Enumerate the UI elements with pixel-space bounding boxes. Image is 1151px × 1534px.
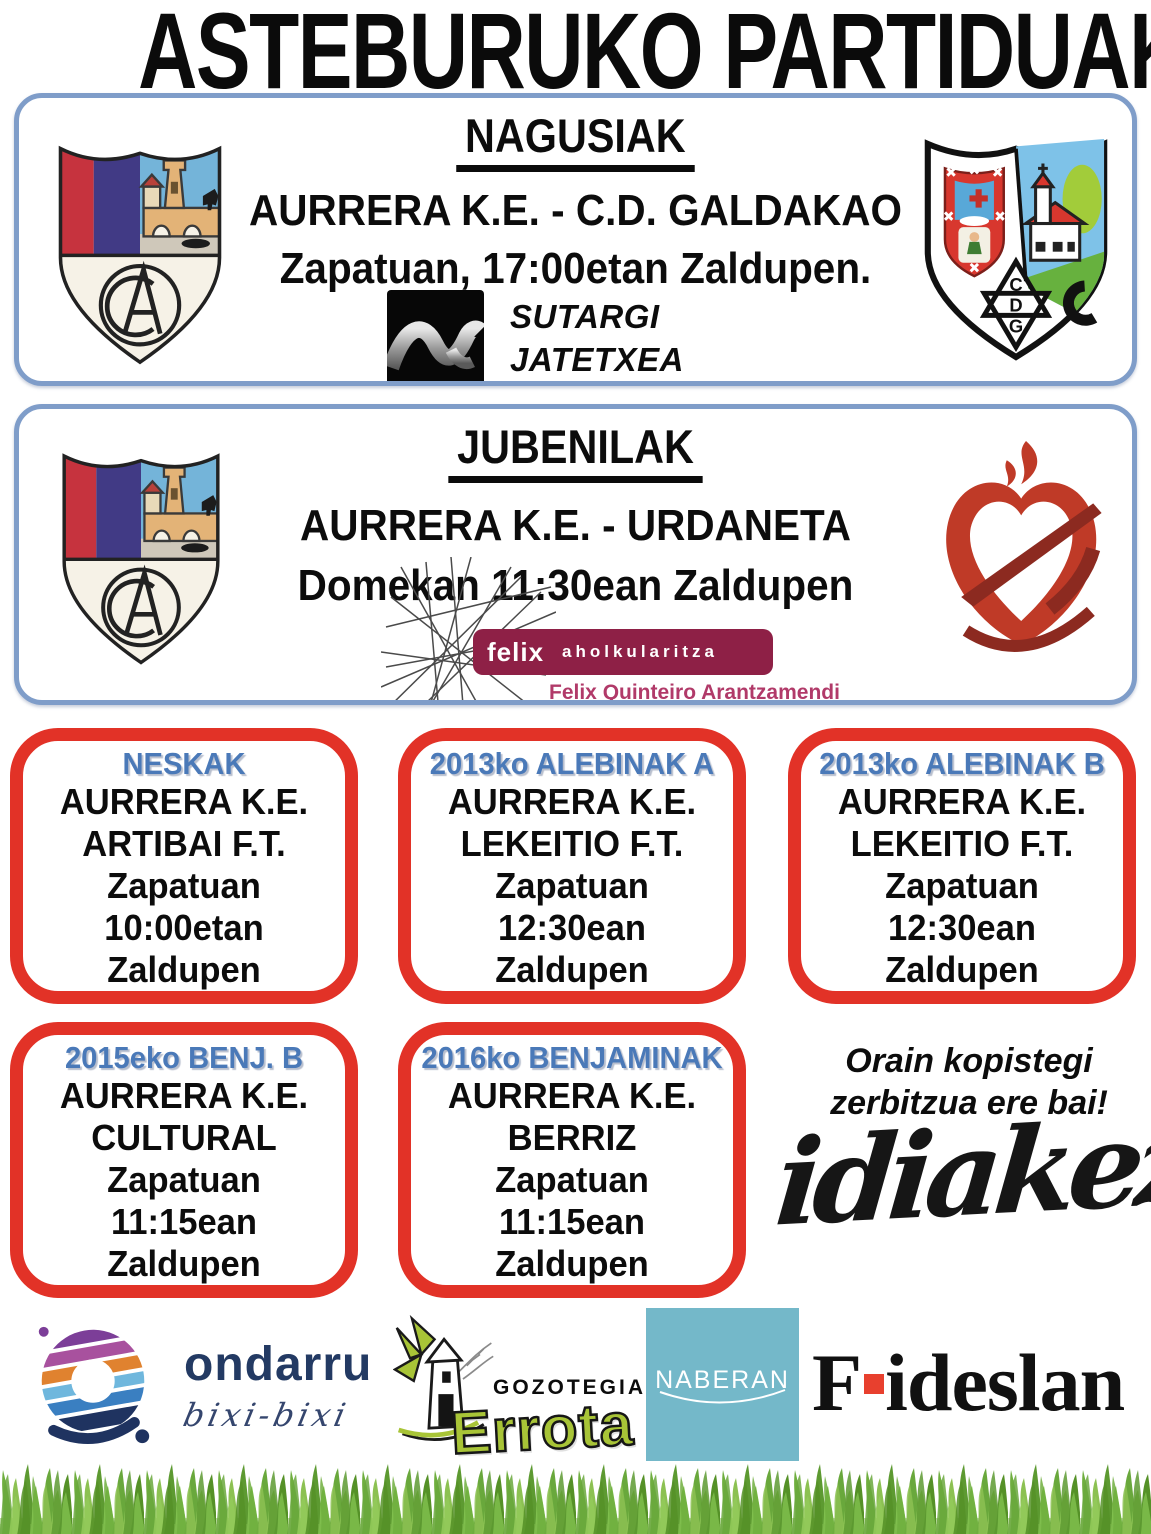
card-time: 11:15ean <box>110 1201 258 1242</box>
card-day: Zapatuan <box>107 865 261 906</box>
galdakao-monogram-d: D <box>1009 295 1022 316</box>
card-day: Zapatuan <box>107 1159 261 1200</box>
urdaneta-apple-heart-icon <box>930 429 1110 669</box>
errota-windmill-icon <box>393 1314 494 1442</box>
felix-logo-bar: felix aholkularitza <box>473 629 773 675</box>
card-category: NESKAK <box>122 746 246 781</box>
ondarru-text: ondarru bixi-bixi <box>180 1337 373 1434</box>
felix-name: felix <box>487 636 545 667</box>
cd-galdakao-crest-icon: C D G <box>918 128 1114 368</box>
naberan-name: NABERAN <box>655 1366 790 1394</box>
ondarru-logo: ondarru bixi-bixi <box>24 1316 372 1454</box>
card-venue: Zaldupen <box>885 949 1039 990</box>
card-venue: Zaldupen <box>107 1243 261 1284</box>
idiakez-promo: Orain kopistegi zerbitzua ere bai! <box>795 1040 1143 1124</box>
fideslan-rest: ideslan <box>885 1337 1125 1428</box>
card-home-team: AURRERA K.E. <box>837 781 1087 822</box>
card-home-team: AURRERA K.E. <box>59 1075 309 1116</box>
card-day: Zapatuan <box>885 865 1039 906</box>
nagusiak-match-line: AURRERA K.E. - C.D. GALDAKAO <box>249 186 902 235</box>
jubenilak-heading-row: JUBENILAK <box>19 419 1132 483</box>
naberan-logo: NABERAN <box>646 1308 799 1461</box>
idiakez-logo: idiakez <box>770 1091 1151 1253</box>
card-home-team: AURRERA K.E. <box>447 781 697 822</box>
card-time: 12:30ean <box>888 907 1036 948</box>
galdakao-monogram-c: C <box>1009 274 1022 295</box>
felix-aholkularitza-logo: felix aholkularitza Felix Quinteiro Aran… <box>381 557 840 700</box>
nagusiak-heading: NAGUSIAK <box>456 108 695 172</box>
nagusiak-panel: NAGUSIAK AURRERA K.E. - C.D. GALDAKAO Za… <box>14 93 1137 386</box>
card-away-team: LEKEITIO F.T. <box>850 823 1074 864</box>
card-away-team: BERRIZ <box>507 1117 637 1158</box>
jubenilak-panel: JUBENILAK AURRERA K.E. - URDANETA Domeka… <box>14 404 1137 705</box>
card-away-team: CULTURAL <box>91 1117 277 1158</box>
card-home-team: AURRERA K.E. <box>447 1075 697 1116</box>
naberan-swash-icon <box>659 1389 786 1404</box>
sutargi-name-line1: SUTARGI <box>510 297 660 335</box>
ondarru-name: ondarru <box>184 1337 373 1391</box>
card-day: Zapatuan <box>495 1159 649 1200</box>
felix-person-name: Felix Quinteiro Arantzamendi <box>549 681 840 704</box>
card-venue: Zaldupen <box>495 1243 649 1284</box>
fideslan-red-square-icon <box>864 1374 885 1394</box>
card-category: 2013ko ALEBINAK B <box>819 746 1105 781</box>
card-time: 11:15ean <box>498 1201 646 1242</box>
ondarru-tagline: bixi-bixi <box>179 1395 353 1434</box>
card-category: 2013ko ALEBINAK A <box>429 746 715 781</box>
match-card-2013-alebinak-b: 2013ko ALEBINAK B AURRERA K.E. LEKEITIO … <box>788 728 1136 1004</box>
card-day: Zapatuan <box>495 865 649 906</box>
match-card-2013-alebinak-a: 2013ko ALEBINAK A AURRERA K.E. LEKEITIO … <box>398 728 746 1004</box>
idiakez-promo-line2: zerbitzua ere bai! <box>830 1084 1108 1122</box>
sutargi-logo: SUTARGI JATETXEA <box>387 290 684 381</box>
card-time: 10:00etan <box>104 907 264 948</box>
card-time: 12:30ean <box>498 907 646 948</box>
card-venue: Zaldupen <box>495 949 649 990</box>
sutargi-name-line2: JATETXEA <box>510 340 684 378</box>
galdakao-monogram-g: G <box>1009 316 1023 337</box>
card-home-team: AURRERA K.E. <box>59 781 309 822</box>
card-away-team: ARTIBAI F.T. <box>82 823 286 864</box>
match-card-2015-benj-b: 2015eko BENJ. B AURRERA K.E. CULTURAL Za… <box>10 1022 358 1298</box>
match-card-2016-benjaminak: 2016ko BENJAMINAK AURRERA K.E. BERRIZ Za… <box>398 1022 746 1298</box>
card-category: 2015eko BENJ. B <box>64 1040 304 1075</box>
jubenilak-schedule-line: Domekan 11:30ean Zaldupen <box>297 561 854 610</box>
errota-label: GOZOTEGIA <box>493 1376 646 1399</box>
nagusiak-heading-row: NAGUSIAK <box>19 108 1132 172</box>
sutargi-name: SUTARGI JATETXEA <box>510 296 684 381</box>
errota-logo: GOZOTEGIA Errota <box>393 1310 673 1468</box>
felix-service: aholkularitza <box>562 642 718 661</box>
fideslan-initial: F <box>812 1337 862 1428</box>
idiakez-promo-line1: Orain kopistegi <box>845 1042 1093 1080</box>
grass-strip-icon <box>0 1456 1151 1534</box>
card-venue: Zaldupen <box>107 949 261 990</box>
nagusiak-schedule-line: Zapatuan, 17:00etan Zaldupen. <box>279 244 872 293</box>
card-category: 2016ko BENJAMINAK <box>421 1040 723 1075</box>
jubenilak-heading: JUBENILAK <box>448 419 703 483</box>
card-away-team: LEKEITIO F.T. <box>460 823 684 864</box>
poster-title: ASTEBURUKO PARTIDUAK <box>138 0 1151 111</box>
ondarru-striped-circle-icon <box>24 1316 162 1454</box>
sutargi-wave-icon <box>387 290 484 381</box>
match-card-neskak: NESKAK AURRERA K.E. ARTIBAI F.T. Zapatua… <box>10 728 358 1004</box>
jubenilak-match-line: AURRERA K.E. - URDANETA <box>300 501 851 550</box>
